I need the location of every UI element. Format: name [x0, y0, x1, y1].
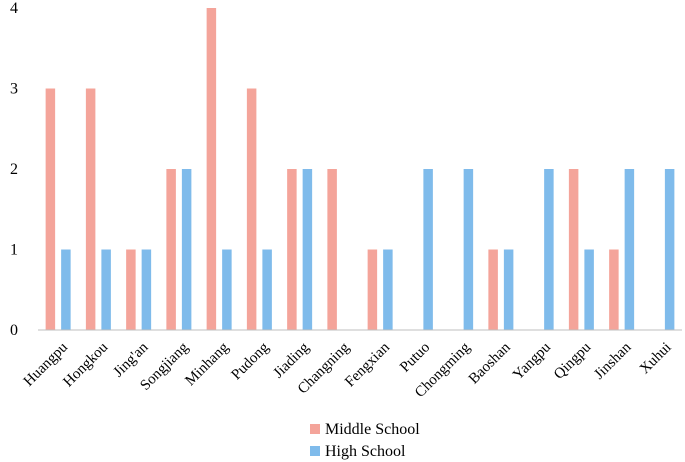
bar-middle-school-huangpu — [45, 88, 56, 330]
bar-middle-school-jinshan — [609, 249, 619, 330]
bar-high-school-xuhui — [664, 169, 675, 330]
legend: Middle School High School — [310, 421, 420, 460]
y-tick-label: 4 — [10, 0, 18, 17]
bar-middle-school-fengxian — [367, 249, 378, 330]
bar-middle-school-jingan — [126, 249, 136, 330]
bars-group — [45, 8, 675, 330]
x-tick-label: Minhang — [182, 339, 232, 389]
bar-middle-school-minhang — [206, 8, 217, 330]
bar-high-school-jiading — [302, 169, 313, 330]
bar-middle-school-songjiang — [166, 169, 176, 330]
bar-middle-school-pudong — [246, 88, 257, 330]
x-tick-label: Qingpu — [551, 339, 594, 382]
bar-high-school-minhang — [222, 249, 232, 330]
y-axis-ticks: 0 1 2 3 4 — [10, 0, 18, 339]
legend-swatch — [310, 424, 320, 434]
bar-middle-school-jiading — [287, 169, 297, 330]
bar-middle-school-qingpu — [568, 169, 579, 330]
x-tick-label: Fengxian — [342, 339, 393, 390]
bar-high-school-fengxian — [383, 249, 393, 330]
bar-high-school-jinshan — [624, 169, 635, 330]
x-tick-label: Hongkou — [60, 339, 111, 390]
x-tick-label: Pudong — [228, 339, 272, 383]
y-tick-label: 1 — [10, 242, 18, 259]
bar-middle-school-baoshan — [488, 249, 498, 330]
legend-swatch — [310, 446, 320, 456]
bar-high-school-putuo — [423, 169, 433, 330]
bar-middle-school-changning — [327, 169, 337, 330]
x-tick-label: Xuhui — [637, 340, 675, 378]
bar-high-school-huangpu — [61, 249, 71, 330]
bar-high-school-jingan — [141, 249, 152, 330]
x-tick-label: Baoshan — [466, 339, 514, 387]
legend-label: Middle School — [325, 421, 420, 438]
bar-middle-school-hongkou — [85, 88, 96, 330]
bar-high-school-hongkou — [101, 249, 111, 330]
bar-high-school-pudong — [262, 249, 272, 330]
y-tick-label: 0 — [10, 322, 18, 339]
bar-high-school-qingpu — [584, 249, 594, 330]
bar-high-school-chongming — [463, 169, 474, 330]
x-tick-label: Jinshan — [591, 339, 634, 382]
x-tick-label: Yangpu — [510, 339, 554, 383]
x-tick-label: Putuo — [397, 340, 433, 376]
bar-high-school-baoshan — [503, 249, 514, 330]
y-tick-label: 3 — [10, 81, 18, 98]
legend-label: High School — [325, 443, 406, 460]
bar-high-school-yangpu — [544, 169, 554, 330]
y-tick-label: 2 — [10, 161, 18, 178]
bar-high-school-songjiang — [181, 169, 192, 330]
